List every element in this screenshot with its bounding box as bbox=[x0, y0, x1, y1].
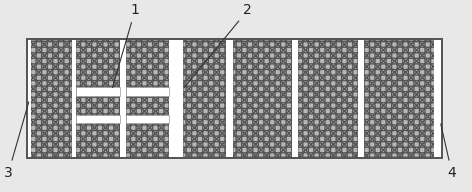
Bar bbox=[76, 40, 119, 157]
Bar bbox=[364, 40, 440, 157]
Bar bbox=[27, 39, 442, 158]
Bar bbox=[233, 40, 292, 157]
Bar bbox=[29, 40, 72, 157]
Bar bbox=[233, 40, 292, 157]
Bar bbox=[27, 39, 442, 158]
Bar bbox=[126, 115, 169, 123]
Bar bbox=[126, 40, 169, 157]
Bar bbox=[76, 87, 119, 96]
Bar bbox=[29, 40, 72, 157]
Bar bbox=[76, 115, 119, 123]
Bar bbox=[72, 40, 76, 157]
Bar bbox=[434, 39, 442, 158]
Bar bbox=[76, 40, 119, 157]
Bar bbox=[183, 40, 226, 157]
Text: 3: 3 bbox=[4, 102, 29, 180]
Bar bbox=[27, 39, 31, 158]
Bar bbox=[126, 87, 169, 96]
Bar bbox=[292, 40, 298, 157]
Bar bbox=[357, 40, 364, 157]
Bar bbox=[169, 40, 183, 157]
Bar bbox=[76, 40, 119, 157]
Bar bbox=[126, 40, 169, 157]
Bar bbox=[29, 40, 72, 157]
Bar bbox=[226, 40, 233, 157]
Bar bbox=[27, 39, 442, 158]
Bar bbox=[298, 40, 357, 157]
Bar bbox=[233, 40, 292, 157]
Text: 1: 1 bbox=[112, 3, 140, 88]
Bar bbox=[364, 40, 440, 157]
Bar bbox=[298, 40, 357, 157]
Bar bbox=[119, 40, 126, 157]
Text: 2: 2 bbox=[184, 3, 252, 88]
Bar bbox=[126, 40, 169, 157]
Text: 4: 4 bbox=[441, 124, 456, 180]
Bar bbox=[183, 40, 226, 157]
Bar bbox=[298, 40, 357, 157]
Bar bbox=[364, 40, 440, 157]
Bar bbox=[183, 40, 226, 157]
